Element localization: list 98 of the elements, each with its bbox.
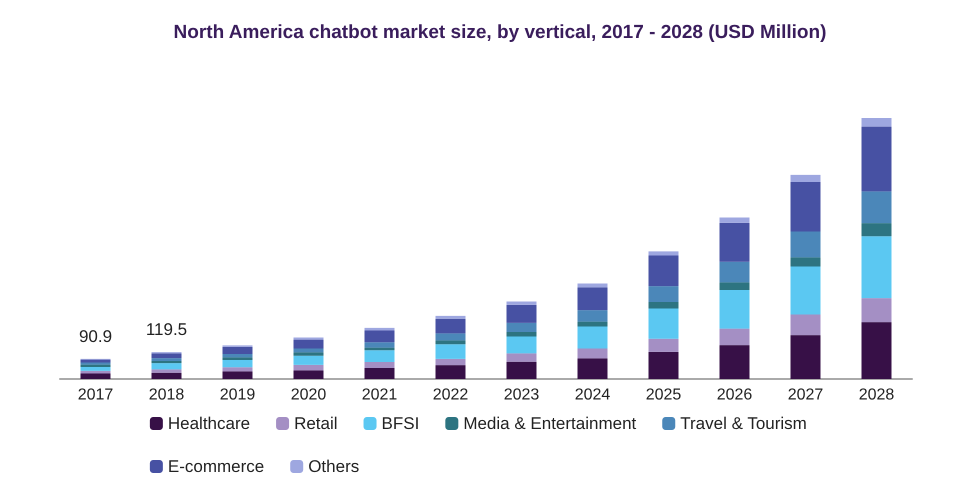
- bar: [578, 326, 608, 348]
- bar: [648, 251, 678, 256]
- bar: [436, 333, 466, 340]
- bar: [862, 118, 892, 127]
- bar: [506, 336, 536, 354]
- bar: [436, 318, 466, 334]
- bar: [720, 290, 750, 329]
- bar: [862, 236, 892, 298]
- bar: [578, 310, 608, 322]
- x-tick-label: 2026: [716, 386, 752, 404]
- bar: [790, 174, 820, 182]
- bar: [720, 282, 750, 290]
- bar: [506, 353, 536, 362]
- x-tick-label: 2017: [78, 386, 114, 404]
- bar: [578, 358, 608, 379]
- bar: [648, 286, 678, 302]
- legend-label: BFSI: [382, 414, 420, 433]
- x-tick-label: 2018: [148, 386, 184, 404]
- x-tick-label: 2027: [788, 386, 824, 404]
- bar: [80, 366, 110, 371]
- bar: [648, 352, 678, 379]
- bar: [790, 182, 820, 232]
- bar: [862, 322, 892, 379]
- bar: [790, 266, 820, 315]
- bar: [862, 223, 892, 236]
- bar: [152, 363, 182, 370]
- bar: [80, 370, 110, 374]
- bar: [506, 301, 536, 305]
- bar: [364, 328, 394, 330]
- bar: [294, 364, 324, 370]
- bar: [436, 365, 466, 379]
- bar: [364, 342, 394, 348]
- bar: [720, 217, 750, 223]
- bar: [578, 322, 608, 327]
- x-tick-label: 2021: [362, 386, 398, 404]
- bar: [862, 298, 892, 322]
- annotation: 90.9: [78, 326, 112, 346]
- bar: [720, 345, 750, 379]
- annotation: 119.5: [146, 320, 188, 340]
- bar: [862, 126, 892, 192]
- bar: [294, 340, 324, 348]
- bar: [294, 356, 324, 365]
- bar: [720, 262, 750, 282]
- bar: [648, 308, 678, 339]
- x-tick-label: 2024: [574, 386, 610, 404]
- bar: [222, 360, 252, 368]
- bar: [436, 358, 466, 366]
- bar: [222, 346, 252, 354]
- bar: [720, 328, 750, 346]
- bar: [364, 350, 394, 362]
- x-tick-label: 2019: [220, 386, 256, 404]
- bar: [222, 354, 252, 358]
- bar: [364, 330, 394, 342]
- legend-label: Healthcare: [168, 414, 250, 433]
- legend-label: E-commerce: [168, 457, 264, 476]
- bar: [436, 344, 466, 359]
- bar: [436, 340, 466, 344]
- legend-label: Retail: [294, 414, 338, 433]
- x-tick-label: 2022: [432, 386, 468, 404]
- bar: [222, 367, 252, 372]
- bar: [790, 335, 820, 379]
- bar: [294, 348, 324, 352]
- chart-title: North America chatbot market size, by vertical, 2017 - 2028 (USD Million): [174, 22, 826, 43]
- bar: [720, 222, 750, 262]
- bar: [364, 362, 394, 368]
- x-tick-label: 2020: [290, 386, 326, 404]
- bar: [790, 232, 820, 258]
- bar: [364, 348, 394, 350]
- bar: [506, 304, 536, 323]
- bar: [80, 374, 110, 379]
- bar: [294, 352, 324, 356]
- bar: [790, 257, 820, 267]
- bar: [790, 314, 820, 336]
- bar: [506, 332, 536, 336]
- x-tick-label: 2023: [504, 386, 540, 404]
- bar: [506, 362, 536, 379]
- bar: [152, 372, 182, 379]
- x-tick-label: 2028: [858, 386, 894, 404]
- bar: [364, 368, 394, 379]
- bar: [506, 322, 536, 332]
- bar: [294, 370, 324, 379]
- bar: [152, 353, 182, 358]
- bar: [222, 357, 252, 360]
- bar: [578, 348, 608, 358]
- x-tick-label: 2025: [646, 386, 682, 404]
- bar: [578, 283, 608, 288]
- bar: [152, 358, 182, 361]
- legend-label: Media & Entertainment: [463, 414, 637, 433]
- bar: [862, 191, 892, 224]
- bar: [80, 360, 110, 363]
- bar: [222, 371, 252, 379]
- bar: [578, 287, 608, 310]
- legend-label: Travel & Tourism: [680, 414, 807, 433]
- legend-label: Others: [308, 457, 360, 476]
- bar: [152, 360, 182, 364]
- bar: [648, 338, 678, 352]
- bar: [648, 302, 678, 309]
- bar: [648, 256, 678, 286]
